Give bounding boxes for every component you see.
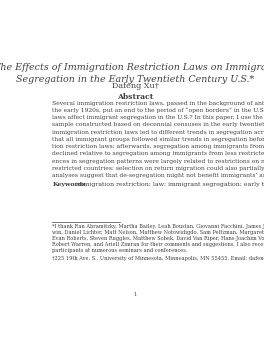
Text: The Effects of Immigration Restriction Laws on Immigrant: The Effects of Immigration Restriction L… bbox=[0, 63, 264, 72]
Text: Segregation in the Early Twentieth Century U.S.*: Segregation in the Early Twentieth Centu… bbox=[16, 75, 254, 84]
Text: win, Daniel Lichter, Matt Nelson, Matthew Notowidigdo, Sam Peltzman, Margaret Pe: win, Daniel Lichter, Matt Nelson, Matthe… bbox=[53, 230, 264, 235]
Text: sample constructed based on decennial censuses in the early twentieth century to: sample constructed based on decennial ce… bbox=[53, 122, 264, 128]
Text: restricted countries; selection on return migration could also partially explain: restricted countries; selection on retur… bbox=[53, 166, 264, 171]
Text: Several immigration restriction laws, passed in the background of anti-immigrati: Several immigration restriction laws, pa… bbox=[53, 101, 264, 106]
Text: tion restriction laws; afterwards, segregation among immigrants from more restri: tion restriction laws; afterwards, segre… bbox=[53, 144, 264, 149]
Text: Robert Warren, and Ariell Zimran for their comments and suggestions. I also rece: Robert Warren, and Ariell Zimran for the… bbox=[53, 242, 264, 247]
Text: laws affect immigrant segregation in the U.S.? In this paper, I use the linked c: laws affect immigrant segregation in the… bbox=[53, 115, 264, 120]
Text: : immigration restriction; law; immigrant segregation; early twentieth century; : : immigration restriction; law; immigran… bbox=[73, 182, 264, 187]
Text: participants at numerous seminars and conferences.: participants at numerous seminars and co… bbox=[53, 248, 188, 253]
Text: declined relative to segregation among immigrants from less restricted countries: declined relative to segregation among i… bbox=[53, 151, 264, 156]
Text: the early 1920s, put an end to the period of “open borders” in the U.S. Did immi: the early 1920s, put an end to the perio… bbox=[53, 108, 264, 114]
Text: †225 19th Ave. S., University of Minnesota, Minneapolis, MN 55455. Email: dafeng: †225 19th Ave. S., University of Minneso… bbox=[53, 255, 264, 261]
Text: Abstract: Abstract bbox=[117, 93, 153, 101]
Text: ences in segregation patterns were largely related to restrictions on new immigr: ences in segregation patterns were large… bbox=[53, 159, 264, 164]
Text: immigration restriction laws led to different trends in segregation across group: immigration restriction laws led to diff… bbox=[53, 130, 264, 135]
Text: Keywords: Keywords bbox=[53, 182, 86, 187]
Text: that all immigrant groups followed similar trends in segregation before the pass: that all immigrant groups followed simil… bbox=[53, 137, 264, 142]
Text: Evan Roberts, Steven Ruggles, Matthew Sobek, David Van Riper, Hans-Joachim Voth,: Evan Roberts, Steven Ruggles, Matthew So… bbox=[53, 236, 264, 241]
Text: analyses suggest that de-segregation might not benefit immigrants’ assimilation.: analyses suggest that de-segregation mig… bbox=[53, 173, 264, 178]
Text: Dafeng Xu†: Dafeng Xu† bbox=[112, 83, 159, 90]
Text: *I thank Ran Abramitzky, Martha Bailey, Leah Boustan, Giovanni Facchini, James J: *I thank Ran Abramitzky, Martha Bailey, … bbox=[53, 224, 264, 229]
Text: 1: 1 bbox=[134, 292, 137, 297]
